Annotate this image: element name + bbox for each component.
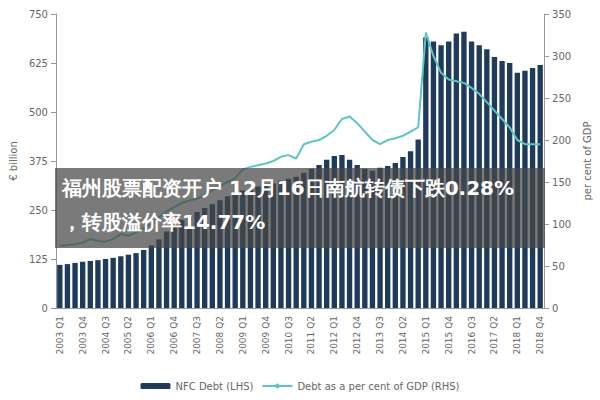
svg-text:NFC Debt (LHS): NFC Debt (LHS) bbox=[175, 381, 253, 392]
svg-text:福州股票配资开户 12月16日南航转债下跌0.28%: 福州股票配资开户 12月16日南航转债下跌0.28% bbox=[61, 176, 514, 200]
svg-text:250: 250 bbox=[29, 205, 48, 216]
svg-text:2016 Q3: 2016 Q3 bbox=[467, 316, 477, 355]
svg-text:625: 625 bbox=[29, 58, 48, 69]
svg-text:2003 Q4: 2003 Q4 bbox=[78, 316, 88, 355]
svg-text:2010 Q3: 2010 Q3 bbox=[284, 316, 294, 355]
svg-text:2018 Q1: 2018 Q1 bbox=[512, 316, 522, 355]
svg-text:350: 350 bbox=[552, 9, 571, 20]
svg-text:500: 500 bbox=[29, 107, 48, 118]
svg-text:2012 Q1: 2012 Q1 bbox=[329, 316, 339, 355]
svg-text:300: 300 bbox=[552, 51, 571, 62]
svg-text:2012 Q4: 2012 Q4 bbox=[352, 316, 362, 355]
svg-text:2013 Q3: 2013 Q3 bbox=[375, 316, 385, 355]
svg-text:Debt as a per cent of GDP (RHS: Debt as a per cent of GDP (RHS) bbox=[297, 381, 459, 392]
svg-text:100: 100 bbox=[552, 219, 571, 230]
svg-text:2015 Q4: 2015 Q4 bbox=[444, 316, 454, 355]
svg-text:，转股溢价率14.77%: ，转股溢价率14.77% bbox=[62, 210, 265, 234]
svg-text:2006 Q4: 2006 Q4 bbox=[169, 316, 179, 355]
svg-text:375: 375 bbox=[29, 156, 48, 167]
svg-text:150: 150 bbox=[552, 177, 571, 188]
svg-text:0: 0 bbox=[42, 303, 48, 314]
svg-text:0: 0 bbox=[552, 303, 558, 314]
svg-text:50: 50 bbox=[552, 261, 565, 272]
svg-text:2008 Q2: 2008 Q2 bbox=[215, 316, 225, 355]
svg-text:2003 Q1: 2003 Q1 bbox=[55, 316, 65, 355]
svg-text:750: 750 bbox=[29, 9, 48, 20]
svg-text:2011 Q2: 2011 Q2 bbox=[306, 316, 316, 355]
svg-text:2018 Q4: 2018 Q4 bbox=[535, 316, 545, 355]
svg-text:2007 Q3: 2007 Q3 bbox=[192, 316, 202, 355]
svg-text:2009 Q4: 2009 Q4 bbox=[261, 316, 271, 355]
svg-text:€ billion: € billion bbox=[8, 141, 19, 180]
svg-text:2015 Q1: 2015 Q1 bbox=[421, 316, 431, 355]
svg-text:200: 200 bbox=[552, 135, 571, 146]
svg-text:2004 Q3: 2004 Q3 bbox=[101, 316, 111, 355]
svg-text:250: 250 bbox=[552, 93, 571, 104]
svg-text:2005 Q2: 2005 Q2 bbox=[123, 316, 133, 355]
svg-text:2006 Q1: 2006 Q1 bbox=[146, 316, 156, 355]
svg-text:2017 Q2: 2017 Q2 bbox=[489, 316, 499, 355]
svg-text:per cent of GDP: per cent of GDP bbox=[582, 121, 593, 200]
svg-text:125: 125 bbox=[29, 254, 48, 265]
svg-text:2009 Q1: 2009 Q1 bbox=[238, 316, 248, 355]
svg-text:2014 Q2: 2014 Q2 bbox=[398, 316, 408, 355]
